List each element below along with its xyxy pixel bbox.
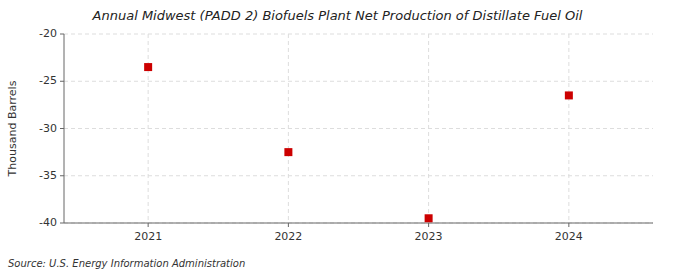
point bbox=[425, 214, 433, 222]
point bbox=[284, 148, 292, 156]
x-axis-line bbox=[64, 223, 653, 224]
x-tick bbox=[148, 223, 149, 227]
y-axis-label: Thousand Barrels bbox=[6, 80, 19, 177]
grid bbox=[64, 34, 653, 223]
y-tick bbox=[60, 175, 64, 176]
y-tick-label: -20 bbox=[39, 27, 57, 40]
y-tick bbox=[60, 81, 64, 82]
data bbox=[144, 63, 573, 222]
source: Source: U.S. Energy Information Administ… bbox=[8, 258, 245, 269]
x-grid-line bbox=[148, 34, 149, 223]
x-grid-line bbox=[428, 34, 429, 223]
background bbox=[0, 0, 675, 275]
x-tick bbox=[428, 223, 429, 227]
x-tick-label: 2022 bbox=[274, 230, 302, 243]
y-grid-line bbox=[64, 128, 653, 129]
x-tick bbox=[288, 223, 289, 227]
x-tick bbox=[568, 223, 569, 227]
y-tick-label: -40 bbox=[39, 216, 57, 229]
axes: -40 -35 -30 -25 -20 2021 2022 2023 2024 bbox=[39, 27, 653, 243]
y-grid-line bbox=[64, 175, 653, 176]
x-tick-label: 2024 bbox=[555, 230, 583, 243]
y-tick-label: -25 bbox=[39, 74, 57, 87]
y-tick bbox=[60, 128, 64, 129]
x-tick-label: 2021 bbox=[134, 230, 162, 243]
point bbox=[144, 63, 152, 71]
y-grid-line bbox=[64, 34, 653, 35]
point bbox=[565, 91, 573, 99]
y-tick-label: -30 bbox=[39, 122, 57, 135]
title: Annual Midwest (PADD 2) Biofuels Plant N… bbox=[92, 8, 583, 23]
x-grid-line bbox=[568, 34, 569, 223]
y-tick bbox=[60, 223, 64, 224]
x-grid-line bbox=[288, 34, 289, 223]
y-tick-label: -35 bbox=[39, 169, 57, 182]
x-tick-label: 2023 bbox=[415, 230, 443, 243]
y-grid-line bbox=[64, 81, 653, 82]
y-grid-line bbox=[64, 223, 653, 224]
chart: -40 -35 -30 -25 -20 2021 2022 2023 2024 Annual Mi… bbox=[0, 0, 675, 275]
y-tick bbox=[60, 34, 64, 35]
